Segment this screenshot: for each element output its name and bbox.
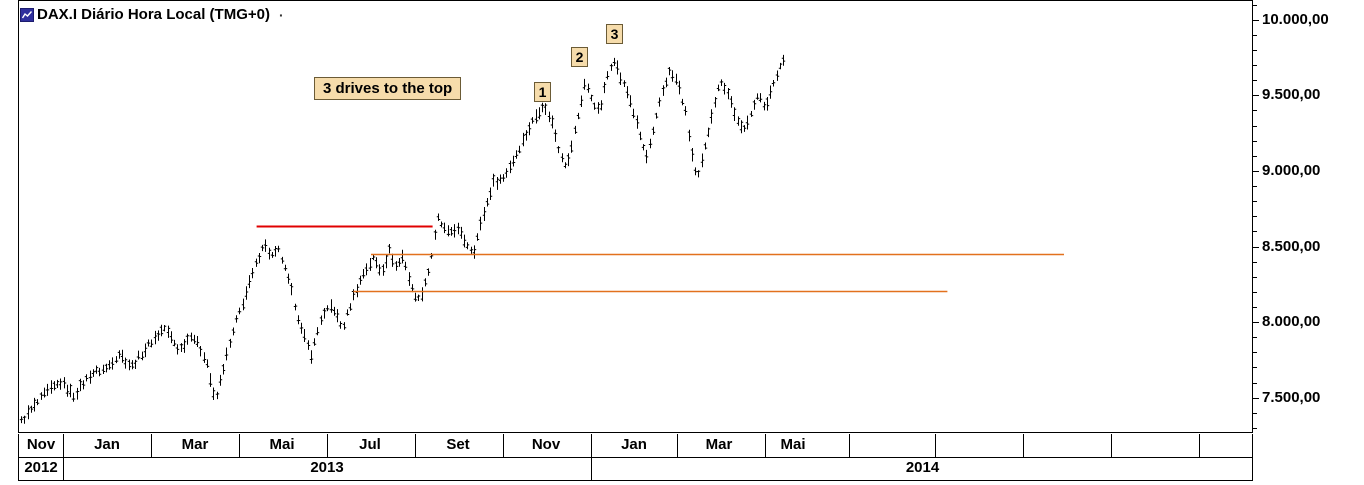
- price-tick-label: 10.000,00: [1262, 10, 1329, 28]
- price-bars: [19, 54, 786, 424]
- drive-label-3[interactable]: 3: [606, 24, 623, 44]
- month-label: Jul: [359, 436, 381, 453]
- plot-area[interactable]: DAX.I Diário Hora Local (TMG+0) · 3 driv…: [18, 0, 1253, 433]
- month-label: Jan: [94, 436, 120, 453]
- price-tick-minor: [1253, 5, 1257, 6]
- month-separator: [503, 434, 504, 457]
- price-chart-svg: [19, 54, 1064, 424]
- price-tick-minor: [1253, 65, 1257, 66]
- year-label: 2014: [905, 459, 940, 476]
- price-tick-minor: [1253, 141, 1257, 142]
- price-tick-minor: [1253, 352, 1257, 353]
- month-separator: [1111, 434, 1112, 457]
- drive-label-1[interactable]: 1: [534, 82, 551, 102]
- price-tick-minor: [1253, 367, 1257, 368]
- price-tick-minor: [1253, 383, 1257, 384]
- month-separator: [151, 434, 152, 457]
- price-tick-minor: [1253, 413, 1257, 414]
- price-tick-minor: [1253, 80, 1257, 81]
- month-label: Set: [446, 436, 470, 453]
- month-axis: Nov Jan Mar Mai Jul Set Nov Jan Mar Mai: [18, 434, 1253, 458]
- month-separator: [765, 434, 766, 457]
- year-label: 2013: [310, 459, 344, 476]
- year-axis: 2012 2013 2014: [18, 458, 1253, 481]
- month-separator: [1023, 434, 1024, 457]
- chart-icon: [20, 7, 34, 22]
- month-label: Jan: [621, 436, 647, 453]
- price-tick-label: 9.500,00: [1262, 86, 1321, 104]
- price-tick-minor: [1253, 262, 1257, 263]
- month-label: Mar: [181, 436, 209, 453]
- price-tick-minor: [1253, 428, 1257, 429]
- price-tick-major: [1253, 398, 1259, 399]
- month-separator: [239, 434, 240, 457]
- month-separator: [1199, 434, 1200, 457]
- price-tick-minor: [1253, 307, 1257, 308]
- price-tick-minor: [1253, 126, 1257, 127]
- chart-title-bar: DAX.I Diário Hora Local (TMG+0) ·: [20, 6, 284, 23]
- price-tick-minor: [1253, 201, 1257, 202]
- month-separator: [327, 434, 328, 457]
- price-tick-minor: [1253, 156, 1257, 157]
- month-label: Mai: [780, 436, 806, 453]
- year-separator: [63, 458, 64, 480]
- price-tick-minor: [1253, 35, 1257, 36]
- chart-title: DAX.I Diário Hora Local (TMG+0): [37, 6, 270, 23]
- price-tick-major: [1253, 95, 1259, 96]
- price-tick-minor: [1253, 186, 1257, 187]
- month-label: Mai: [269, 436, 295, 453]
- annotation-note[interactable]: 3 drives to the top: [314, 77, 462, 100]
- month-separator: [849, 434, 850, 457]
- price-tick-major: [1253, 20, 1259, 21]
- price-tick-label: 7.500,00: [1262, 388, 1321, 406]
- price-tick-minor: [1253, 110, 1257, 111]
- month-separator: [591, 434, 592, 457]
- price-tick-label: 8.500,00: [1262, 237, 1321, 255]
- price-tick-major: [1253, 247, 1259, 248]
- title-marker[interactable]: ·: [278, 6, 284, 23]
- month-label: Nov: [531, 436, 561, 453]
- month-separator: [677, 434, 678, 457]
- price-tick-major: [1253, 171, 1259, 172]
- price-tick-minor: [1253, 292, 1257, 293]
- price-tick-minor: [1253, 50, 1257, 51]
- price-tick-minor: [1253, 216, 1257, 217]
- year-label: 2012: [24, 459, 58, 476]
- month-separator: [63, 434, 64, 457]
- month-separator: [415, 434, 416, 457]
- drive-label-2[interactable]: 2: [571, 47, 588, 67]
- year-separator: [591, 458, 592, 480]
- price-tick-label: 8.000,00: [1262, 313, 1321, 331]
- month-label: Nov: [26, 436, 56, 453]
- price-axis: 10.000,00 9.500,00 9.000,00 8.500,00 8.000,0…: [1253, 0, 1364, 481]
- price-tick-minor: [1253, 277, 1257, 278]
- month-label: Mar: [705, 436, 733, 453]
- month-separator: [935, 434, 936, 457]
- price-tick-label: 9.000,00: [1262, 161, 1321, 179]
- price-tick-minor: [1253, 337, 1257, 338]
- price-tick-minor: [1253, 231, 1257, 232]
- price-tick-major: [1253, 322, 1259, 323]
